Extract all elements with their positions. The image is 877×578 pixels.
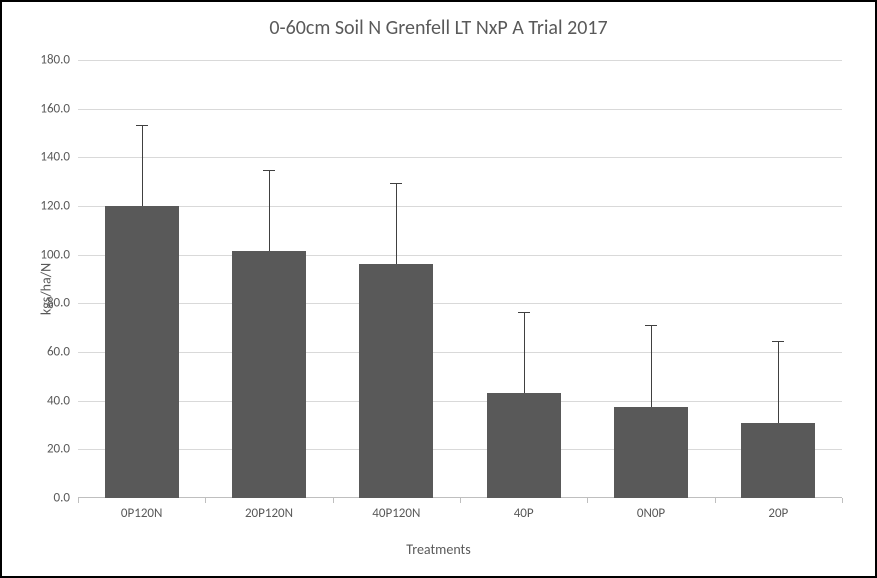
y-tick-label: 100.0: [40, 247, 78, 262]
bar: [359, 264, 433, 498]
chart-title: 0-60cm Soil N Grenfell LT NxP A Trial 20…: [10, 16, 867, 40]
gridline: [78, 255, 842, 256]
chart-inner: 0-60cm Soil N Grenfell LT NxP A Trial 20…: [10, 10, 867, 568]
gridline: [78, 401, 842, 402]
bar: [232, 251, 306, 498]
gridline: [78, 157, 842, 158]
y-tick-label: 60.0: [47, 344, 78, 359]
error-bar: [651, 326, 652, 406]
x-tick-label: 20P: [768, 498, 788, 521]
error-bar: [396, 184, 397, 264]
gridline: [78, 60, 842, 61]
plot-wrapper: 0.020.040.060.080.0100.0120.0140.0160.01…: [78, 60, 842, 498]
x-tick-label: 20P120N: [245, 498, 293, 521]
x-tick-mark: [715, 498, 716, 503]
y-tick-label: 180.0: [40, 53, 78, 68]
x-axis-label: Treatments: [406, 541, 470, 558]
x-tick-label: 0N0P: [637, 498, 665, 521]
error-bar-cap: [390, 183, 402, 184]
bar: [614, 407, 688, 498]
x-tick-label: 40P120N: [372, 498, 420, 521]
bar: [741, 423, 815, 498]
error-bar: [778, 342, 779, 422]
error-bar-cap: [518, 312, 530, 313]
chart-container: 0-60cm Soil N Grenfell LT NxP A Trial 20…: [0, 0, 877, 578]
gridline: [78, 449, 842, 450]
y-tick-label: 40.0: [47, 393, 78, 408]
error-bar-cap: [263, 170, 275, 171]
x-tick-mark: [205, 498, 206, 503]
x-tick-mark: [587, 498, 588, 503]
x-tick-mark: [78, 498, 79, 503]
y-tick-label: 80.0: [47, 296, 78, 311]
y-tick-label: 140.0: [40, 150, 78, 165]
x-tick-mark: [842, 498, 843, 503]
bar: [487, 393, 561, 498]
gridline: [78, 352, 842, 353]
plot-area: 0.020.040.060.080.0100.0120.0140.0160.01…: [78, 60, 842, 498]
error-bar: [269, 171, 270, 251]
x-tick-mark: [460, 498, 461, 503]
x-tick-label: 40P: [514, 498, 534, 521]
x-tick-mark: [333, 498, 334, 503]
error-bar-cap: [136, 125, 148, 126]
error-bar-cap: [772, 341, 784, 342]
gridline: [78, 109, 842, 110]
error-bar-cap: [645, 325, 657, 326]
y-tick-label: 120.0: [40, 198, 78, 213]
bar: [105, 206, 179, 498]
y-tick-label: 20.0: [47, 442, 78, 457]
gridline: [78, 303, 842, 304]
error-bar: [142, 126, 143, 206]
x-tick-label: 0P120N: [121, 498, 162, 521]
error-bar: [524, 313, 525, 393]
gridline: [78, 206, 842, 207]
y-tick-label: 0.0: [54, 491, 78, 506]
y-tick-label: 160.0: [40, 101, 78, 116]
